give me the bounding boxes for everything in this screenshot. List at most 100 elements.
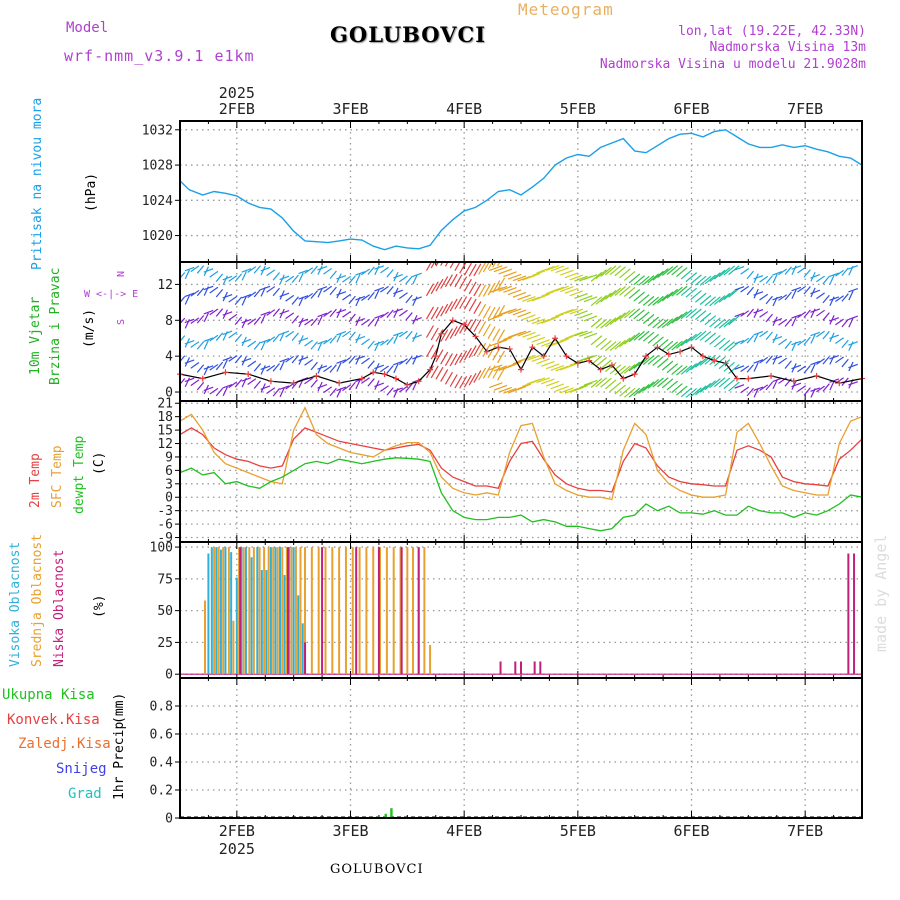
wind-barb (336, 274, 347, 280)
wind-barb (310, 341, 318, 350)
wind-barb (848, 341, 859, 346)
wind-barb (459, 375, 468, 389)
wind-barb (222, 275, 233, 281)
wind-gust-mark (461, 321, 468, 328)
wind-barb (590, 271, 603, 282)
wind-barb (680, 286, 693, 297)
wind-barb (190, 289, 200, 297)
wind-barb (531, 356, 546, 362)
wind-barb (234, 316, 243, 325)
wind-barb (260, 365, 266, 375)
wind-barb (272, 287, 280, 297)
wind-barb (704, 354, 716, 365)
wind-barb (759, 275, 769, 283)
wind-barb (304, 359, 314, 366)
wind-barb (272, 388, 280, 397)
wind-barb (746, 270, 754, 280)
wind-gust-mark (768, 372, 775, 379)
wind-barb (222, 311, 233, 316)
wind-barb (829, 378, 840, 383)
wind-barb (734, 365, 745, 370)
wind-barb (329, 364, 337, 373)
wind-barb (348, 331, 356, 340)
wind-barb (709, 272, 721, 283)
wind-barb (317, 341, 323, 351)
wind-barb (638, 330, 650, 341)
wind-barb (680, 309, 693, 320)
panel-frame (179, 120, 863, 263)
wind-barb (323, 365, 333, 373)
wind-barb (398, 358, 408, 365)
wind-barb (740, 285, 750, 293)
wind-barb (536, 293, 550, 300)
wind-barb (759, 311, 769, 318)
wind-barb (497, 329, 506, 343)
wind-barb (405, 330, 413, 340)
wind-barb (425, 283, 434, 297)
wind-barb (604, 289, 617, 300)
wind-barb (336, 362, 342, 372)
y-tick-label: 9 (165, 450, 173, 465)
wind-barb (412, 296, 422, 301)
wind-barb (628, 308, 641, 319)
wind-barb (493, 339, 508, 346)
wind-barb (740, 337, 750, 345)
wind-barb (671, 364, 683, 375)
wind-barb (633, 330, 645, 341)
wind-barb (386, 365, 394, 374)
wind-barb (652, 318, 664, 329)
wind-barb (600, 292, 612, 303)
x-label-bottom: 5FEB (560, 822, 596, 840)
wind-gust-mark (267, 378, 274, 385)
y-tick-label: 21 (157, 397, 173, 412)
wind-barb (190, 341, 200, 348)
wind-barb (253, 265, 262, 274)
wind-barb (180, 296, 181, 298)
wind-barb (638, 384, 650, 394)
wind-barb (772, 318, 783, 323)
wind-barb (803, 309, 811, 318)
wind-barb (425, 325, 434, 338)
wind-barb (778, 377, 788, 384)
wind-barb (498, 386, 512, 393)
wind-barb (196, 364, 205, 373)
wind-barb (482, 323, 491, 337)
wind-barb (791, 364, 802, 370)
wind-gust-mark (574, 360, 581, 367)
wind-barb (412, 296, 418, 306)
wind-barb (614, 384, 626, 395)
wind-barb (810, 308, 821, 313)
wind-barb (835, 295, 844, 303)
wind-barb (473, 319, 482, 333)
wind-barb (454, 274, 463, 288)
wind-barb (507, 308, 522, 315)
wind-barb (279, 292, 290, 298)
wind-barb (253, 288, 262, 298)
wind-barb (661, 318, 674, 329)
wind-barb (482, 365, 491, 379)
wind-barb (746, 364, 754, 373)
wind-barb (291, 332, 299, 341)
wind-barb (468, 281, 477, 295)
wind-barb (492, 347, 501, 361)
wind-barbs (180, 262, 859, 398)
wind-barb (803, 286, 811, 295)
wind-barb (215, 387, 224, 397)
wind-barb (822, 312, 830, 321)
wind-barb (619, 285, 631, 296)
wind-barb (435, 305, 444, 319)
wind-barb (753, 362, 759, 372)
wind-barb (449, 273, 458, 287)
wind-barb (444, 262, 449, 267)
wind-barb (285, 355, 295, 363)
wind-barb (329, 270, 337, 280)
wind-barb (487, 282, 496, 296)
x-label-top: 2FEB (219, 100, 255, 118)
wind-barb (285, 294, 295, 302)
wind-barb (323, 310, 333, 317)
wind-barb (574, 275, 588, 282)
wind-barb (647, 354, 660, 365)
wind-barb (647, 333, 660, 344)
wind-barb (196, 341, 205, 350)
wind-barb (633, 275, 645, 286)
